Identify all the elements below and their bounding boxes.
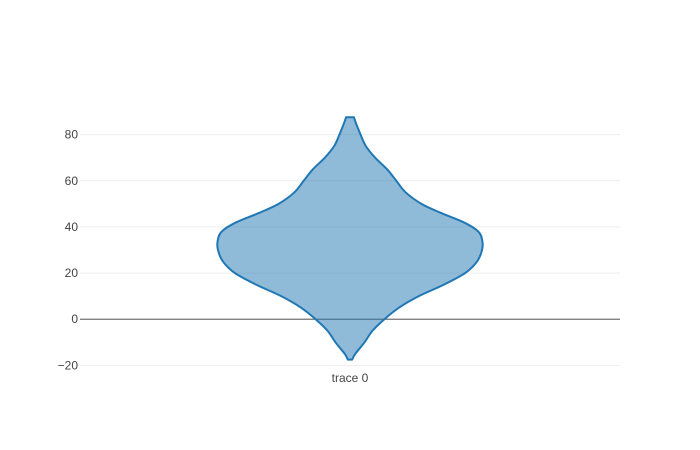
- y-tick-label: 0: [71, 312, 78, 326]
- y-tick-label: 80: [65, 128, 79, 142]
- violin-shape[interactable]: [216, 116, 484, 361]
- y-tick-label: −20: [58, 358, 79, 372]
- violin-layer: [216, 116, 484, 361]
- y-tick-label: 20: [65, 266, 79, 280]
- y-tick-label: 60: [65, 174, 79, 188]
- x-category-label: trace 0: [332, 371, 369, 385]
- y-tick-label: 40: [65, 220, 79, 234]
- x-axis-category-labels: trace 0: [332, 371, 369, 385]
- y-axis-tick-labels: −20 0 20 40 60 80: [58, 128, 79, 373]
